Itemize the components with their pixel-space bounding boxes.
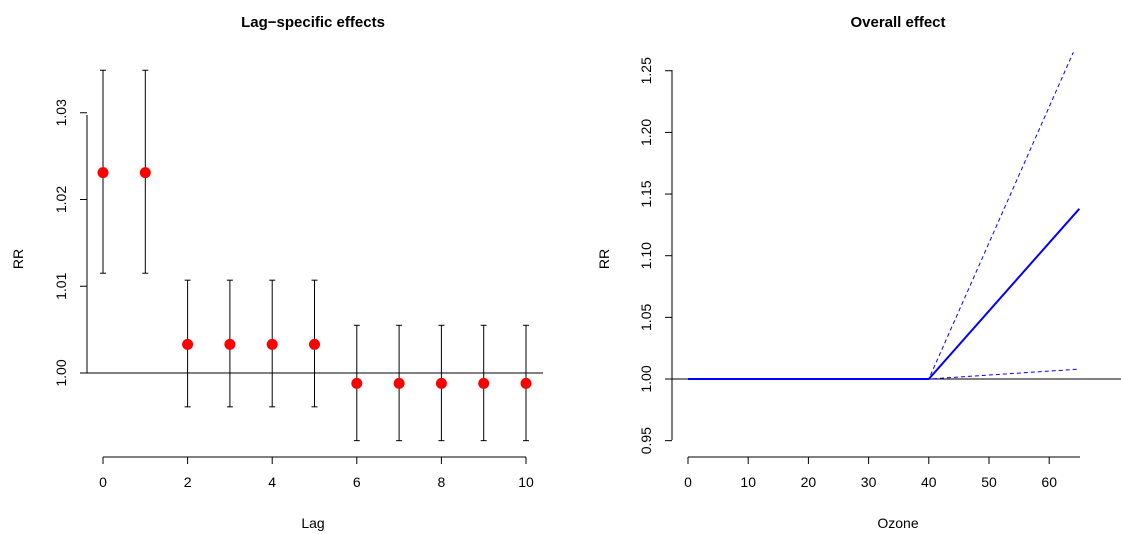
lag-specific-panel: Lag−specific effects Lag RR 0 2 4 6 8 10 1.00… bbox=[10, 14, 543, 531]
left-x-axis-label: Lag bbox=[301, 515, 324, 531]
left-y-tick-label: 1.00 bbox=[53, 359, 69, 386]
data-point bbox=[351, 377, 363, 389]
left-x-tick-label: 2 bbox=[184, 474, 192, 490]
right-y-tick-label: 1.05 bbox=[638, 304, 654, 331]
data-point bbox=[435, 377, 447, 389]
right-x-tick-label: 10 bbox=[740, 474, 756, 490]
right-y-axis-label: RR bbox=[596, 249, 612, 269]
right-x-tick-label: 0 bbox=[684, 474, 692, 490]
left-chart-title: Lag−specific effects bbox=[241, 14, 385, 31]
left-y-tick-label: 1.02 bbox=[53, 186, 69, 213]
upper-line bbox=[688, 52, 1074, 380]
left-y-tick-label: 1.01 bbox=[53, 272, 69, 299]
left-x-tick-label: 10 bbox=[518, 474, 534, 490]
lower-line bbox=[688, 368, 1080, 380]
right-x-axis-label: Ozone bbox=[877, 515, 918, 531]
right-y-tick-label: 1.10 bbox=[638, 242, 654, 269]
data-point bbox=[182, 338, 194, 350]
right-y-tick-label: 1.25 bbox=[638, 57, 654, 84]
data-point bbox=[97, 167, 109, 179]
right-y-tick-label: 0.95 bbox=[638, 427, 654, 454]
data-point bbox=[224, 338, 236, 350]
right-x-tick-label: 20 bbox=[801, 474, 817, 490]
overall-effect-panel: Overall effect Ozone RR 0 10 20 30 40 50 60 0.… bbox=[596, 14, 1121, 531]
right-y-tick-label: 1.15 bbox=[638, 180, 654, 207]
left-error-bars bbox=[100, 69, 529, 442]
data-point bbox=[266, 338, 278, 350]
left-x-tick-label: 6 bbox=[353, 474, 361, 490]
right-y-ticks: 0.95 1.00 1.05 1.10 1.15 1.20 1.25 bbox=[638, 57, 672, 454]
right-y-tick-label: 1.00 bbox=[638, 365, 654, 392]
left-y-ticks: 1.00 1.01 1.02 1.03 bbox=[53, 99, 87, 387]
left-x-tick-label: 0 bbox=[99, 474, 107, 490]
right-x-tick-label: 50 bbox=[981, 474, 997, 490]
data-point bbox=[520, 377, 532, 389]
left-y-axis-label: RR bbox=[10, 249, 26, 269]
left-x-tick-label: 4 bbox=[268, 474, 276, 490]
left-y-tick-label: 1.03 bbox=[53, 99, 69, 126]
data-point bbox=[393, 377, 405, 389]
left-x-ticks: 0 2 4 6 8 10 bbox=[99, 457, 534, 490]
right-chart-title: Overall effect bbox=[850, 14, 945, 31]
right-x-ticks: 0 10 20 30 40 50 60 bbox=[684, 457, 1057, 490]
data-point bbox=[309, 338, 320, 350]
right-y-tick-label: 1.20 bbox=[638, 119, 654, 146]
right-x-tick-label: 60 bbox=[1041, 474, 1057, 490]
right-x-tick-label: 30 bbox=[861, 474, 877, 490]
left-x-tick-label: 8 bbox=[438, 474, 446, 490]
estimate-line bbox=[688, 208, 1081, 380]
data-point bbox=[478, 377, 490, 389]
left-points bbox=[97, 167, 532, 389]
data-point bbox=[139, 167, 151, 179]
right-x-tick-label: 40 bbox=[921, 474, 937, 490]
right-lines bbox=[688, 52, 1081, 380]
